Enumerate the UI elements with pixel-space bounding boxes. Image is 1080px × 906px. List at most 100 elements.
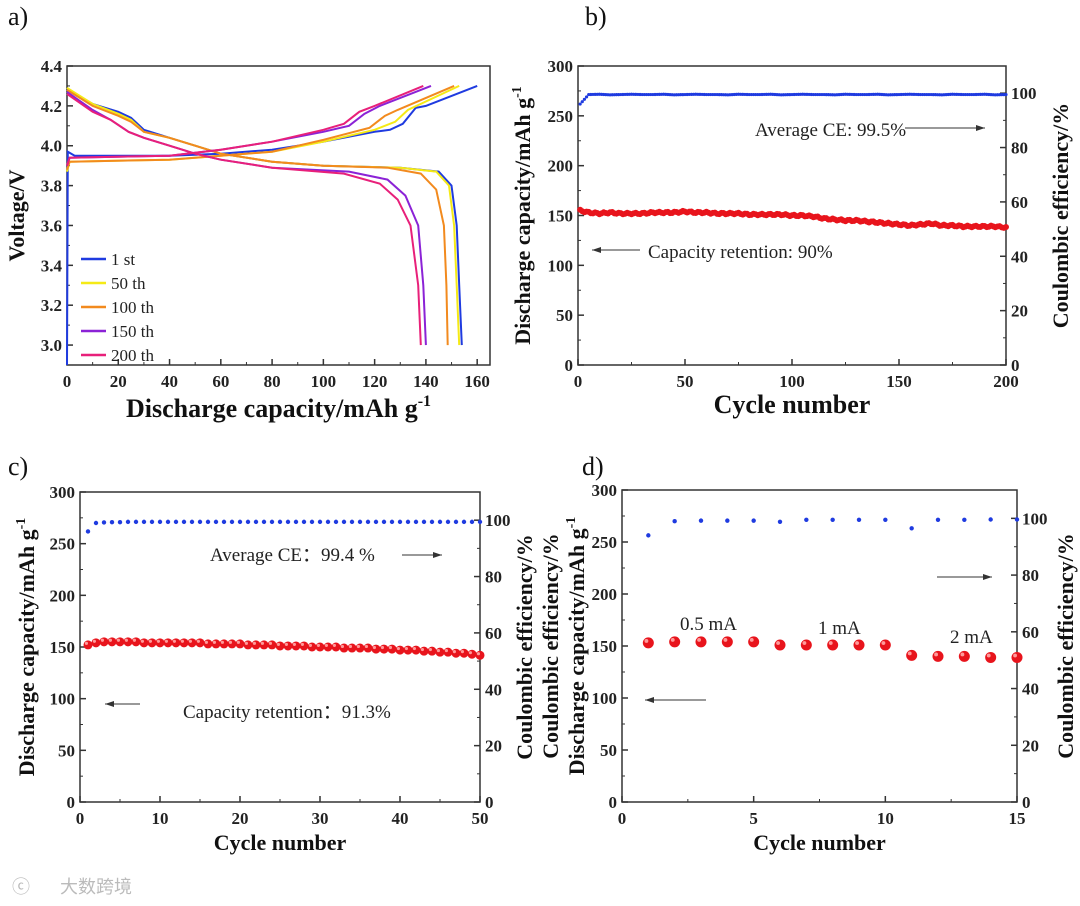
ce-point xyxy=(582,97,587,101)
capacity-point-highlight xyxy=(388,645,392,650)
watermark: 大数跨境 xyxy=(60,877,132,898)
y-tick-label: 300 xyxy=(592,481,618,500)
annotation-retention: Capacity retention：91.3% xyxy=(183,702,391,723)
capacity-point-highlight xyxy=(332,643,336,647)
capacity-point xyxy=(315,642,325,652)
capacity-point xyxy=(123,637,133,647)
capacity-point-highlight xyxy=(236,640,240,644)
capacity-point xyxy=(83,640,93,650)
y-axis-label-outer: Coulombic efficiency/% xyxy=(538,533,563,758)
capacity-point xyxy=(403,645,413,655)
ce-point xyxy=(125,519,131,525)
capacity-point-highlight xyxy=(220,640,224,644)
ce-point xyxy=(856,517,862,522)
ce-point xyxy=(578,102,582,106)
annotation-retention: Capacity retention: 90% xyxy=(648,242,833,263)
capacity-point xyxy=(748,636,760,648)
y-tick-label: 100 xyxy=(50,690,76,709)
capacity-point-highlight xyxy=(364,644,368,649)
capacity-point xyxy=(163,638,173,648)
capacity-point-highlight xyxy=(444,649,448,653)
y2-tick-label: 40 xyxy=(1011,247,1028,266)
y-tick-label: 0 xyxy=(565,356,574,375)
x-tick-label: 140 xyxy=(413,372,439,391)
x-tick-label: 30 xyxy=(312,809,329,828)
capacity-point xyxy=(387,644,397,654)
x-tick-label: 20 xyxy=(232,809,249,828)
capacity-point-highlight xyxy=(380,645,384,650)
capacity-point xyxy=(179,638,189,648)
capacity-point-highlight xyxy=(749,637,754,642)
ce-point xyxy=(672,519,677,524)
capacity-point-highlight xyxy=(396,646,400,651)
ce-point xyxy=(93,520,99,526)
capacity-point xyxy=(331,642,341,652)
capacity-point-highlight xyxy=(934,652,938,657)
y2-tick-label: 0 xyxy=(1022,793,1031,812)
arrowhead xyxy=(105,701,114,707)
capacity-point xyxy=(827,639,839,651)
y-tick-label: 3.0 xyxy=(41,336,62,355)
ce-point xyxy=(365,519,371,525)
ce-point xyxy=(253,519,259,525)
ce-point xyxy=(397,519,403,525)
capacity-point xyxy=(283,641,293,651)
capacity-point-highlight xyxy=(100,638,105,642)
y-axis-label: Discharge capacity/mAh g-1 xyxy=(510,86,535,345)
capacity-point xyxy=(307,642,317,652)
capacity-point-highlight xyxy=(156,639,160,643)
superscript: -1 xyxy=(564,517,579,529)
legend-label: 200 th xyxy=(111,346,154,365)
capacity-point xyxy=(906,649,918,661)
annotation-ce: Average CE：99.4 % xyxy=(210,545,375,566)
capacity-point-highlight xyxy=(356,644,360,649)
capacity-point xyxy=(291,641,301,651)
capacity-point xyxy=(355,643,365,653)
ce-point xyxy=(909,526,914,531)
capacity-point-highlight xyxy=(420,647,424,652)
x-tick-label: 50 xyxy=(677,372,694,391)
capacity-point-highlight xyxy=(670,637,675,642)
x-axis-label: Cycle number xyxy=(214,830,347,855)
ce-point xyxy=(429,519,435,525)
y2-tick-label: 20 xyxy=(1011,302,1028,321)
panel-c: c)0 10 20 30 40 50050100150200250300020406080… xyxy=(8,452,537,855)
annotation-rate: 1 mA xyxy=(818,618,861,639)
legend-label: 100 th xyxy=(111,298,154,317)
y2-tick-label: 0 xyxy=(1011,356,1020,375)
capacity-point xyxy=(259,640,269,650)
x-tick-label: 40 xyxy=(161,372,178,391)
y-tick-label: 3.4 xyxy=(41,256,63,275)
ce-point xyxy=(935,517,941,522)
capacity-point xyxy=(363,643,373,653)
x-tick-label: 100 xyxy=(311,372,337,391)
ce-point xyxy=(830,517,835,522)
x-tick-label: 0 xyxy=(618,809,627,828)
y-tick-label: 150 xyxy=(50,638,76,657)
capacity-point-highlight xyxy=(644,639,649,643)
capacity-point-highlight xyxy=(180,639,184,643)
capacity-point xyxy=(475,650,485,660)
capacity-point xyxy=(347,643,357,653)
ce-point xyxy=(469,519,475,525)
y-tick-label: 300 xyxy=(50,483,76,502)
capacity-point-highlight xyxy=(212,640,216,644)
capacity-point xyxy=(267,640,277,650)
capacity-point-highlight xyxy=(132,638,136,642)
arrowhead xyxy=(983,574,992,580)
capacity-point xyxy=(379,644,389,654)
capacity-point xyxy=(139,638,149,648)
watermark-logo: ⓒ xyxy=(12,877,30,898)
superscript: -1 xyxy=(14,518,29,530)
panel-label: d) xyxy=(582,452,604,481)
capacity-point-highlight xyxy=(204,640,208,644)
curve-charge xyxy=(66,84,455,171)
capacity-series xyxy=(577,206,1009,231)
capacity-point xyxy=(107,637,117,647)
ce-point xyxy=(584,95,589,99)
x-tick-label: 10 xyxy=(877,809,894,828)
capacity-point-highlight xyxy=(881,641,886,645)
y2-tick-label: 40 xyxy=(485,680,502,699)
capacity-point xyxy=(774,639,786,651)
